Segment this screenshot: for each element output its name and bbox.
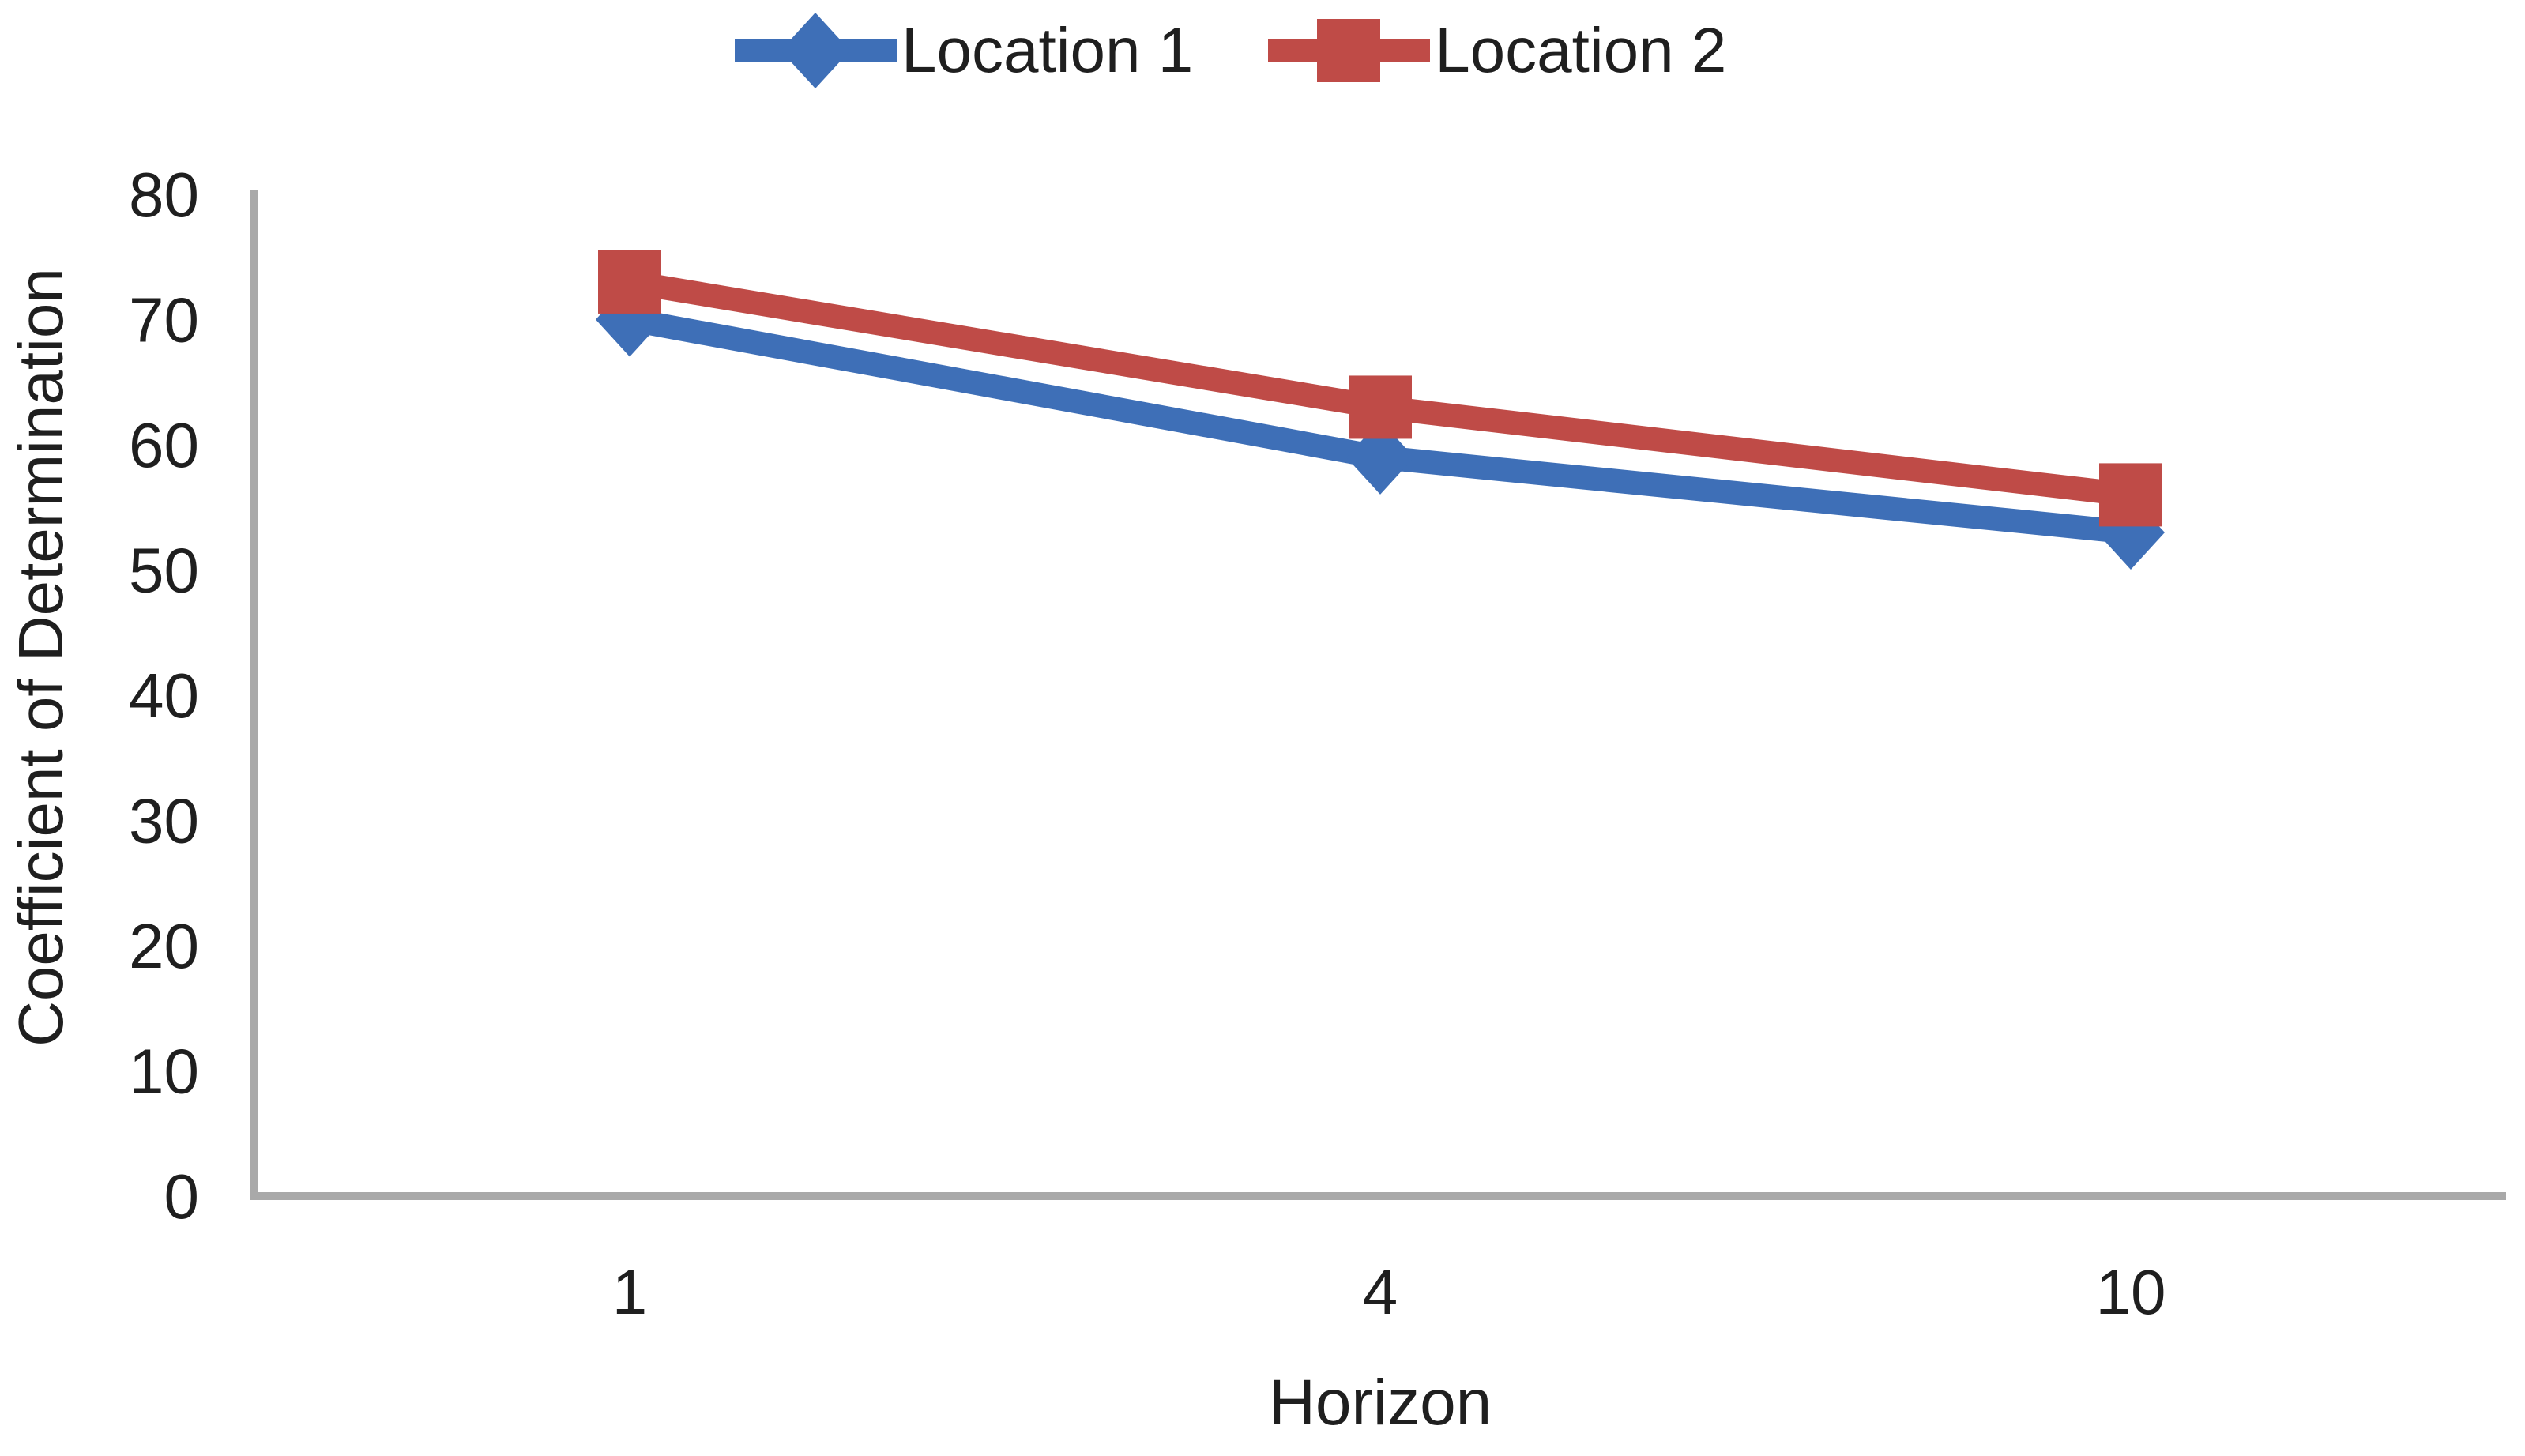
x-axis-title: Horizon <box>1269 1367 1492 1439</box>
legend: Location 1 Location 2 <box>735 3 1726 98</box>
y-tick-label: 0 <box>164 1161 200 1232</box>
x-tick-label: 4 <box>1363 1257 1398 1327</box>
legend-label-location-1: Location 1 <box>901 15 1194 85</box>
square-marker-icon <box>1268 19 1431 82</box>
y-tick-label: 70 <box>129 285 199 356</box>
diamond-marker-icon <box>735 13 897 88</box>
legend-item-location-2: Location 2 <box>1268 3 1726 98</box>
legend-item-location-1: Location 1 <box>735 3 1193 98</box>
square-marker-icon <box>598 250 661 314</box>
y-tick-label: 10 <box>129 1037 199 1107</box>
legend-label-location-2: Location 2 <box>1435 15 1727 85</box>
y-tick-label: 80 <box>129 160 199 230</box>
y-tick-label: 50 <box>129 536 199 606</box>
x-tick-label: 10 <box>2096 1257 2166 1327</box>
square-marker-icon <box>2099 463 2162 527</box>
y-tick-label: 20 <box>129 911 199 981</box>
y-tick-label: 40 <box>129 660 199 731</box>
x-tick-label: 1 <box>612 1257 648 1327</box>
y-tick-label: 30 <box>129 786 199 856</box>
square-marker-icon <box>1349 375 1412 439</box>
y-tick-label: 60 <box>129 410 199 480</box>
